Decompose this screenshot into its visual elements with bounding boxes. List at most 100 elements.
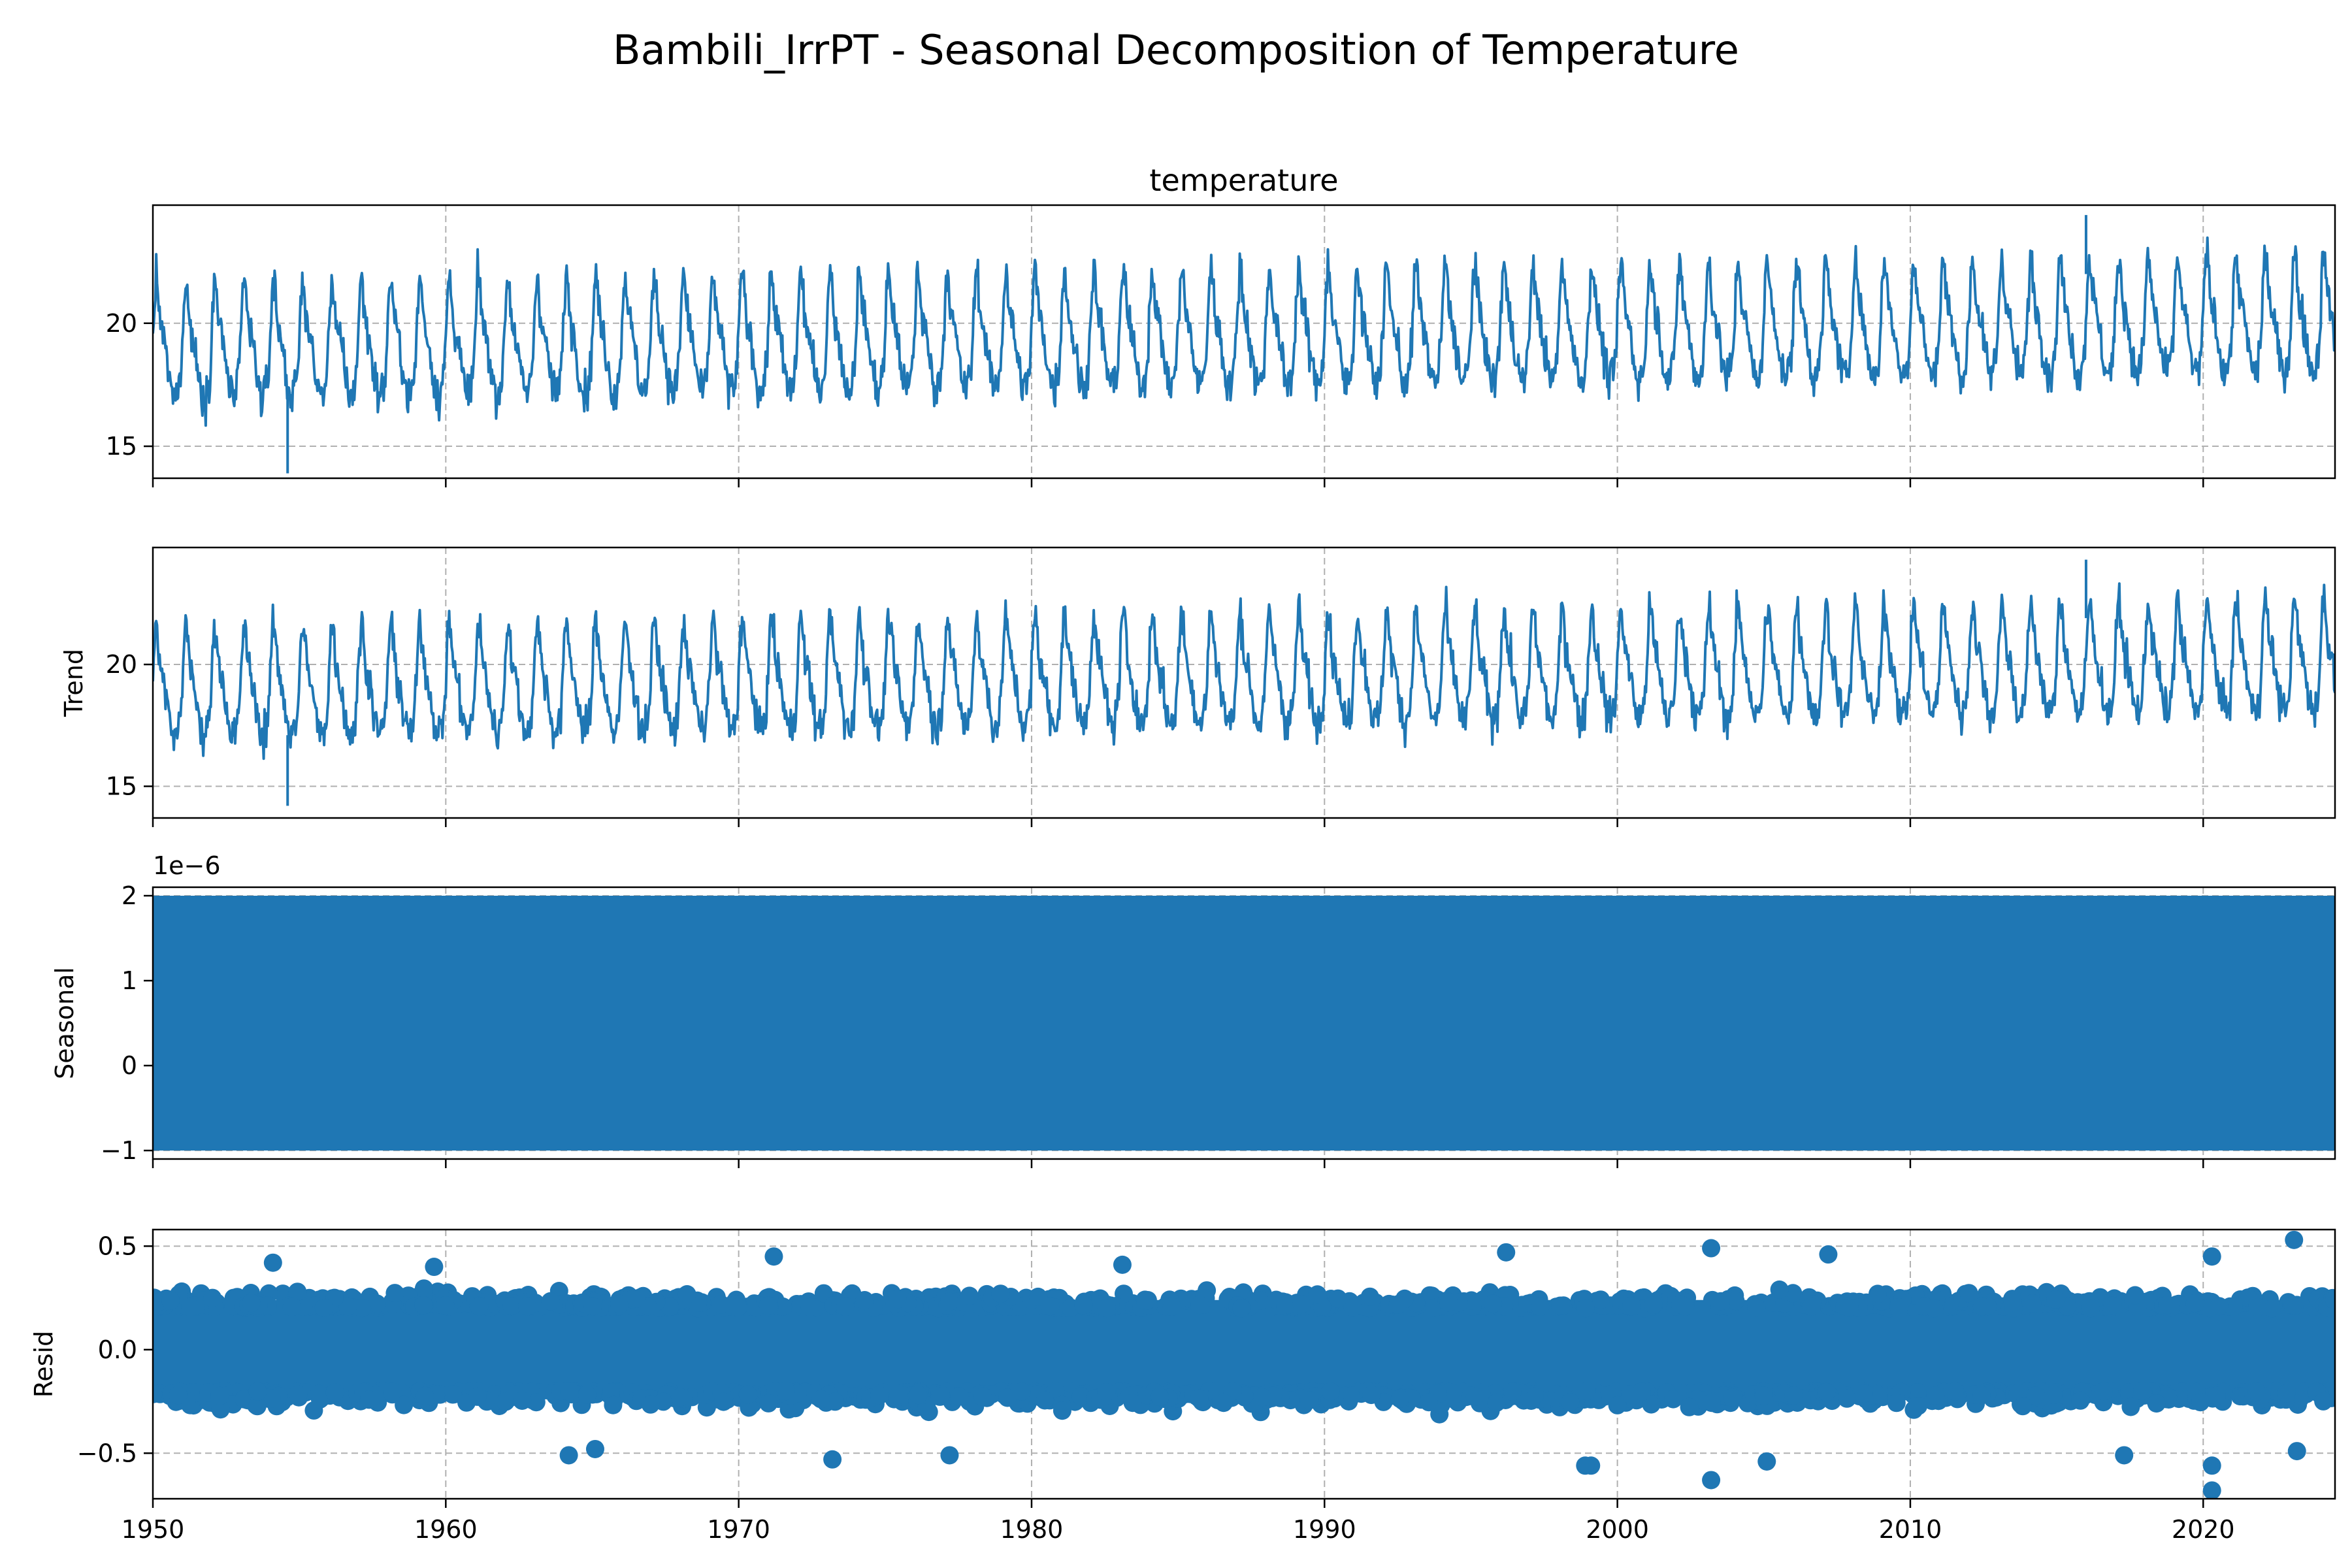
- resid-point: [338, 1297, 357, 1316]
- resid-y-axis-label: Resid: [29, 1331, 58, 1398]
- resid-point: [169, 1386, 188, 1405]
- resid-point: [1576, 1299, 1595, 1318]
- resid-point: [1908, 1383, 1927, 1402]
- resid-point: [1097, 1299, 1116, 1318]
- temperature-panel: 15 20 temperature: [106, 163, 2336, 487]
- resid-point: [181, 1298, 199, 1316]
- trend-y-axis-label: Trend: [59, 649, 88, 717]
- resid-point: [1747, 1298, 1766, 1317]
- resid-outlier-point: [1757, 1452, 1776, 1471]
- temperature-plot-area: [153, 215, 2335, 474]
- resid-point: [2158, 1296, 2177, 1315]
- resid-point: [1754, 1386, 1773, 1405]
- resid-point: [714, 1392, 733, 1411]
- resid-point: [1770, 1280, 1789, 1299]
- resid-point: [314, 1299, 333, 1317]
- resid-point: [1028, 1287, 1047, 1306]
- resid-point: [1300, 1391, 1319, 1410]
- resid-point: [414, 1296, 433, 1315]
- resid-point: [502, 1297, 521, 1316]
- resid-point: [1531, 1298, 1550, 1316]
- resid-point: [1308, 1285, 1327, 1304]
- resid-point: [1664, 1390, 1683, 1409]
- resid-point: [1726, 1292, 1745, 1311]
- temperature-axes-frame: [152, 204, 2336, 480]
- resid-point: [1702, 1394, 1721, 1413]
- resid-point: [443, 1385, 462, 1404]
- figure-title: Bambili_IrrPT - Seasonal Decomposition o…: [613, 26, 1739, 74]
- resid-point: [578, 1385, 596, 1404]
- resid-point: [1578, 1382, 1596, 1401]
- resid-point: [1869, 1386, 1887, 1405]
- temperature-axes-title: temperature: [1149, 163, 1338, 198]
- resid-point: [950, 1387, 969, 1406]
- resid-point: [1253, 1388, 1271, 1407]
- resid-point: [2023, 1294, 2042, 1313]
- resid-point: [359, 1390, 378, 1409]
- resid-point: [2247, 1298, 2266, 1316]
- resid-point: [759, 1296, 777, 1315]
- resid-point: [919, 1403, 938, 1422]
- resid-point: [1840, 1298, 1859, 1317]
- resid-point: [1608, 1396, 1627, 1414]
- seasonal-y-tick-label: 1: [122, 966, 137, 995]
- resid-point: [1360, 1287, 1379, 1306]
- resid-point: [2044, 1386, 2063, 1405]
- resid-outlier-point: [263, 1253, 282, 1272]
- resid-point: [855, 1291, 874, 1309]
- resid-outlier-point: [1702, 1471, 1721, 1490]
- resid-point: [1484, 1294, 1503, 1313]
- resid-point: [776, 1382, 795, 1401]
- x-tick-label: 1950: [122, 1515, 185, 1544]
- resid-point: [1561, 1393, 1580, 1411]
- resid-point: [1633, 1382, 1651, 1401]
- resid-point: [2121, 1397, 2140, 1416]
- seasonal-y-axis-label: Seasonal: [50, 967, 79, 1079]
- resid-point: [203, 1288, 222, 1307]
- resid-outlier-point: [559, 1446, 578, 1465]
- resid-point: [395, 1396, 414, 1414]
- resid-point: [1869, 1284, 1887, 1303]
- resid-point: [242, 1294, 261, 1313]
- resid-point: [2119, 1383, 2138, 1402]
- resid-point: [1292, 1295, 1311, 1313]
- resid-point: [1190, 1296, 1209, 1315]
- resid-point: [889, 1386, 908, 1405]
- resid-point: [1503, 1382, 1522, 1401]
- resid-point: [1279, 1295, 1298, 1314]
- resid-point: [1123, 1394, 1142, 1413]
- resid-point: [310, 1384, 329, 1403]
- resid-outlier-point: [1113, 1255, 1132, 1274]
- resid-outlier-point: [2115, 1446, 2134, 1465]
- resid-point: [288, 1282, 307, 1301]
- resid-point: [2046, 1290, 2065, 1309]
- resid-point: [2262, 1299, 2281, 1318]
- resid-point: [1854, 1384, 1873, 1403]
- resid-point: [367, 1294, 386, 1313]
- resid-point: [2277, 1384, 2296, 1403]
- resid-point: [468, 1387, 487, 1406]
- seasonal-y-tick-label: 2: [122, 881, 137, 910]
- resid-point: [641, 1395, 660, 1414]
- resid-point: [1959, 1284, 1978, 1303]
- resid-outlier-point: [940, 1446, 959, 1465]
- resid-outlier-point: [1576, 1456, 1595, 1475]
- resid-point: [2082, 1299, 2100, 1318]
- resid-y-tick-label: −0.5: [77, 1439, 137, 1467]
- resid-point: [1887, 1394, 1906, 1413]
- seasonal-plot-area: [153, 896, 2335, 1151]
- resid-point: [1723, 1388, 1742, 1407]
- resid-point: [2185, 1294, 2204, 1313]
- resid-point: [1071, 1387, 1090, 1406]
- resid-point: [1676, 1298, 1695, 1316]
- resid-point: [1712, 1292, 1731, 1311]
- resid-point: [697, 1398, 716, 1417]
- resid-point: [2191, 1393, 2210, 1412]
- seasonal-axes-frame: [152, 886, 2336, 1160]
- resid-outlier-point: [2202, 1247, 2221, 1266]
- resid-point: [353, 1299, 372, 1318]
- resid-point: [1053, 1401, 1071, 1420]
- resid-point: [1817, 1382, 1836, 1401]
- resid-point: [740, 1398, 759, 1417]
- resid-point: [1642, 1395, 1661, 1414]
